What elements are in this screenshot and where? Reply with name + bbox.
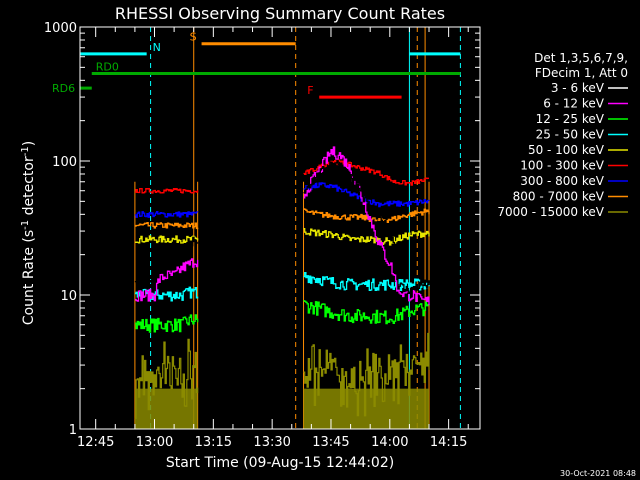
series-7000to15000kev-seg2 <box>303 332 430 417</box>
legend: Det 1,3,5,6,7,9,FDecim 1, Att 03 - 6 keV… <box>497 51 628 219</box>
legend-header: FDecim 1, Att 0 <box>535 66 628 80</box>
series-300to800kev-seg1 <box>134 211 199 218</box>
legend-label: 25 - 50 keV <box>536 128 605 142</box>
legend-label: 7000 - 15000 keV <box>497 205 604 219</box>
chart-title: RHESSI Observing Summary Count Rates <box>115 4 445 23</box>
legend-label: 12 - 25 keV <box>536 112 605 126</box>
series-50to100kev-seg1 <box>134 235 199 244</box>
series-7000-15000-fill-seg1 <box>134 388 198 429</box>
x-tick-label: 13:00 <box>136 435 173 450</box>
flag-label-s: S <box>190 31 197 44</box>
x-axis-label: Start Time (09-Aug-15 12:44:02) <box>166 455 394 471</box>
series-12to25kev-seg2 <box>303 300 430 325</box>
series-3to6kev-seg2 <box>303 160 430 295</box>
series-6to12kev-seg2 <box>303 146 430 306</box>
x-axis: 12:45 13:00 13:15 13:30 13:45 14:00 14:15 <box>77 27 469 450</box>
flag-label-n: N <box>153 41 161 54</box>
series-100to300kev-seg2 <box>303 159 429 186</box>
x-tick-label: 13:15 <box>195 435 232 450</box>
y-axis-label: Count Rate (s-1 detector-1) <box>20 141 37 325</box>
series-800to7000kev-seg1 <box>134 222 199 230</box>
series-12to25kev-seg1 <box>134 314 199 333</box>
legend-label: 3 - 6 keV <box>551 81 605 95</box>
legend-label: 300 - 800 keV <box>520 174 604 188</box>
x-tick-label: 13:30 <box>253 435 290 450</box>
flag-label-rd6: RD6 <box>52 82 75 95</box>
series-6to12kev-seg1 <box>134 258 199 302</box>
flags-layer: N S F RD6 RD0 <box>52 31 461 99</box>
y-tick-label: 100 <box>52 155 77 170</box>
legend-label: 800 - 7000 keV <box>513 190 605 204</box>
legend-header: Det 1,3,5,6,7,9, <box>534 51 628 65</box>
series-100to300kev-seg1 <box>134 187 199 194</box>
flag-label-f: F <box>307 84 313 97</box>
flag-label-rd0: RD0 <box>96 60 119 73</box>
x-tick-label: 14:15 <box>430 435 467 450</box>
series-3to6kev-seg1 <box>134 236 199 287</box>
x-tick-label: 12:45 <box>77 435 114 450</box>
series-300to800kev-seg2 <box>303 182 430 208</box>
legend-label: 6 - 12 keV <box>543 97 605 111</box>
y-tick-label: 1000 <box>44 21 77 36</box>
x-tick-label: 13:45 <box>312 435 349 450</box>
y-tick-label: 1 <box>69 423 77 438</box>
series-7000to15000kev-seg1 <box>134 338 199 419</box>
series-7000-15000-fill-seg2 <box>303 388 430 429</box>
y-tick-label: 10 <box>60 289 77 304</box>
legend-label: 100 - 300 keV <box>520 159 604 173</box>
timestamp: 30-Oct-2021 08:48 <box>560 469 636 478</box>
series-25to50kev-seg2 <box>303 271 430 292</box>
legend-label: 50 - 100 keV <box>528 143 605 157</box>
x-tick-label: 14:00 <box>371 435 408 450</box>
plot-frame <box>79 26 481 430</box>
series-50to100kev-seg2 <box>303 228 430 246</box>
y-axis: 1 10 100 1000 <box>44 21 480 438</box>
series-layer <box>134 146 430 429</box>
